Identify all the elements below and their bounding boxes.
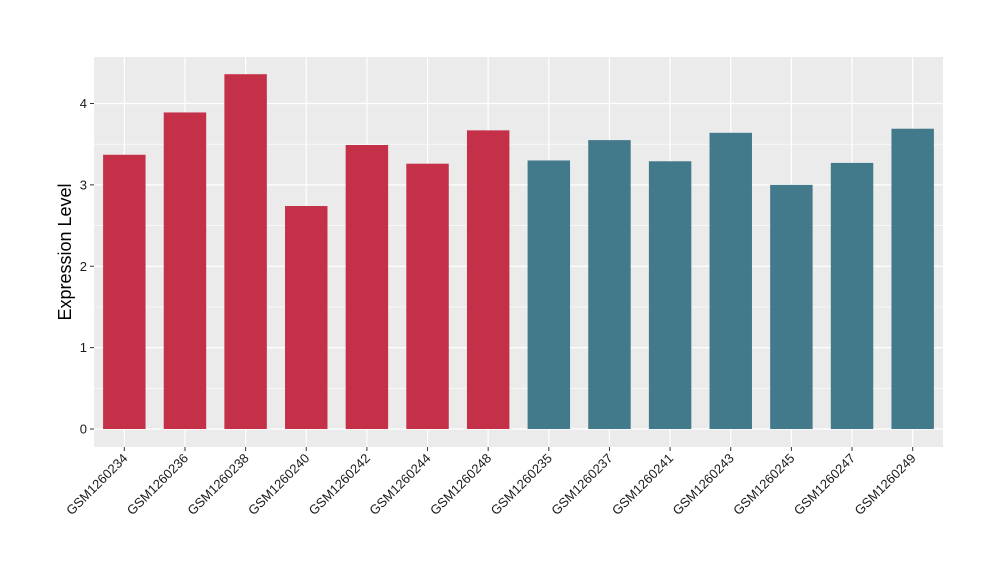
x-tick-label: GSM1260245	[730, 451, 797, 518]
bar-GSM1260245	[770, 184, 813, 429]
y-tick-label: 1	[80, 340, 87, 355]
bar-GSM1260247	[830, 162, 874, 429]
x-tick-label: GSM1260234	[63, 451, 130, 518]
bar-GSM1260240	[285, 206, 328, 429]
x-tick-label: GSM1260235	[488, 451, 555, 518]
x-tick-label: GSM1260242	[306, 451, 373, 518]
bar-GSM1260234	[103, 154, 146, 430]
x-axis: GSM1260234GSM1260236GSM1260238GSM1260240…	[63, 447, 919, 518]
y-tick-label: 3	[80, 177, 87, 192]
x-tick-label: GSM1260237	[548, 451, 615, 518]
x-tick-label: GSM1260236	[124, 451, 191, 518]
bar-GSM1260238	[224, 74, 267, 429]
bar-GSM1260235	[527, 160, 571, 429]
y-axis: 0 1 2 3 4	[80, 96, 94, 437]
bars	[103, 74, 934, 430]
x-tick-label: GSM1260248	[427, 451, 494, 518]
x-tick-label: GSM1260249	[851, 451, 918, 518]
bar-GSM1260242	[345, 145, 389, 429]
bar-GSM1260237	[588, 140, 631, 429]
y-tick-label: 4	[80, 96, 87, 111]
x-tick-label: GSM1260240	[245, 451, 312, 518]
bar-GSM1260244	[406, 163, 449, 429]
x-tick-label: GSM1260244	[366, 451, 433, 518]
y-tick-label: 0	[80, 422, 87, 437]
y-axis-title: Expression Level	[55, 183, 75, 320]
x-tick-label: GSM1260238	[184, 451, 251, 518]
bar-GSM1260248	[466, 130, 510, 429]
y-tick-label: 2	[80, 259, 87, 274]
bar-GSM1260243	[709, 132, 752, 430]
x-tick-label: GSM1260243	[670, 451, 737, 518]
x-tick-label: GSM1260241	[609, 451, 676, 518]
bar-GSM1260241	[648, 161, 692, 429]
bar-GSM1260249	[891, 128, 934, 429]
x-tick-label: GSM1260247	[791, 451, 858, 518]
bar-GSM1260236	[163, 112, 207, 430]
